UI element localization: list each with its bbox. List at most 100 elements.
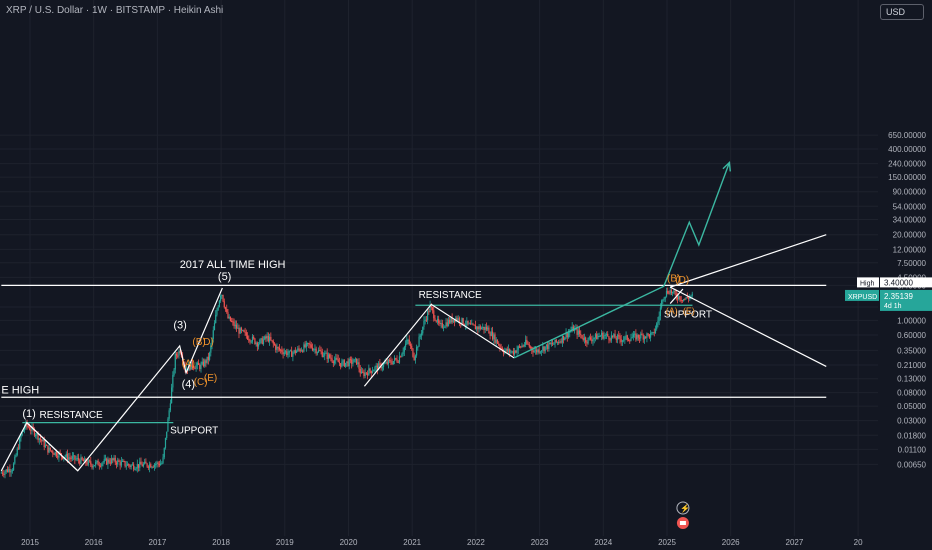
candle-body bbox=[115, 462, 118, 465]
candle-body bbox=[613, 334, 615, 337]
candle-body bbox=[447, 319, 450, 327]
y-tick-label: 0.00650 bbox=[897, 460, 926, 469]
candle-body bbox=[491, 331, 494, 340]
candle-body bbox=[70, 457, 72, 459]
candle-body bbox=[387, 359, 390, 365]
candle-body bbox=[80, 457, 82, 464]
candle-body bbox=[567, 332, 570, 338]
candle-body bbox=[640, 333, 642, 339]
candle-body bbox=[521, 345, 523, 348]
candle-body bbox=[270, 336, 272, 341]
candle-body bbox=[586, 342, 588, 344]
candle-body bbox=[608, 336, 610, 340]
candle-body bbox=[520, 346, 522, 348]
candle-body bbox=[494, 334, 496, 343]
candle-body bbox=[435, 320, 437, 322]
candle-body bbox=[8, 469, 10, 472]
candle-body bbox=[591, 339, 593, 342]
candle-body bbox=[97, 460, 99, 466]
candle-body bbox=[355, 358, 358, 365]
candle-body bbox=[663, 298, 665, 300]
candle-body bbox=[55, 451, 58, 457]
candle-body bbox=[49, 447, 51, 451]
candle-body bbox=[477, 326, 479, 330]
candle-body bbox=[222, 294, 224, 302]
candle-body bbox=[262, 339, 265, 344]
candle-body bbox=[173, 369, 175, 376]
candle-body bbox=[137, 464, 140, 468]
candle-body bbox=[207, 356, 209, 360]
candle-body bbox=[379, 363, 381, 365]
candle-body bbox=[358, 362, 360, 369]
candle-body bbox=[425, 319, 428, 321]
candle-body bbox=[280, 349, 282, 351]
candle-body bbox=[24, 427, 26, 431]
candle-body bbox=[424, 319, 426, 321]
candle-body bbox=[659, 307, 661, 317]
candle-body bbox=[554, 339, 556, 344]
candle-body bbox=[607, 333, 609, 337]
candle-body bbox=[577, 330, 579, 335]
label-resistance-2021: RESISTANCE bbox=[419, 290, 482, 301]
candle-body bbox=[86, 463, 88, 465]
candle-body bbox=[233, 321, 235, 327]
currency-button[interactable]: USD bbox=[880, 4, 924, 20]
candle-body bbox=[536, 349, 538, 353]
candle-body bbox=[359, 368, 361, 374]
candle-body bbox=[341, 361, 343, 367]
candle-body bbox=[88, 460, 91, 462]
candle-body bbox=[152, 466, 154, 468]
lightning-icon[interactable] bbox=[676, 501, 690, 515]
candle-body bbox=[109, 462, 111, 464]
x-tick-label: 2021 bbox=[403, 538, 421, 547]
candle-body bbox=[212, 330, 214, 339]
candle-body bbox=[38, 438, 40, 440]
candle-body bbox=[627, 339, 630, 341]
candle-body bbox=[139, 461, 141, 468]
candle-body bbox=[65, 453, 67, 457]
candle-body bbox=[596, 334, 598, 340]
candle-body bbox=[499, 344, 501, 348]
candle-body bbox=[528, 344, 530, 347]
label-wave-a-2025: (A) bbox=[666, 306, 678, 316]
candle-body bbox=[539, 351, 541, 353]
candle-body bbox=[401, 354, 403, 358]
candle-body bbox=[512, 351, 514, 355]
candle-body bbox=[260, 338, 262, 340]
candle-body bbox=[53, 453, 55, 455]
candle-body bbox=[449, 319, 451, 323]
x-tick-label: 2017 bbox=[149, 538, 167, 547]
candle-body bbox=[382, 363, 385, 367]
candle-body bbox=[423, 320, 425, 327]
y-tick-label: 54.00000 bbox=[893, 202, 927, 211]
candle-body bbox=[31, 426, 33, 431]
x-tick-label: 2022 bbox=[467, 538, 485, 547]
y-tick-label: 400.00000 bbox=[888, 145, 926, 154]
candle-body bbox=[259, 339, 261, 344]
candle-body bbox=[284, 351, 287, 353]
candle-body bbox=[197, 362, 200, 365]
candle-body bbox=[151, 466, 153, 468]
candle-body bbox=[155, 464, 157, 466]
candle-body bbox=[106, 458, 108, 465]
candle-body bbox=[652, 332, 654, 334]
candle-body bbox=[336, 357, 338, 360]
candle-body bbox=[409, 344, 412, 346]
candle-body bbox=[563, 335, 565, 341]
candle-body bbox=[250, 341, 252, 343]
candle-body bbox=[226, 309, 228, 313]
candle-body bbox=[218, 300, 220, 307]
label-wave-e-2025: (E) bbox=[683, 306, 695, 316]
candle-body bbox=[469, 323, 472, 325]
candle-body bbox=[403, 346, 405, 352]
candle-body bbox=[565, 332, 567, 338]
x-tick-label: 2018 bbox=[212, 538, 230, 547]
candle-body bbox=[52, 451, 54, 454]
candle-body bbox=[313, 349, 315, 351]
candle-body bbox=[47, 445, 49, 453]
candle-body bbox=[483, 326, 485, 330]
candle-body bbox=[98, 465, 100, 467]
candle-body bbox=[556, 342, 559, 344]
candle-body bbox=[6, 469, 9, 472]
